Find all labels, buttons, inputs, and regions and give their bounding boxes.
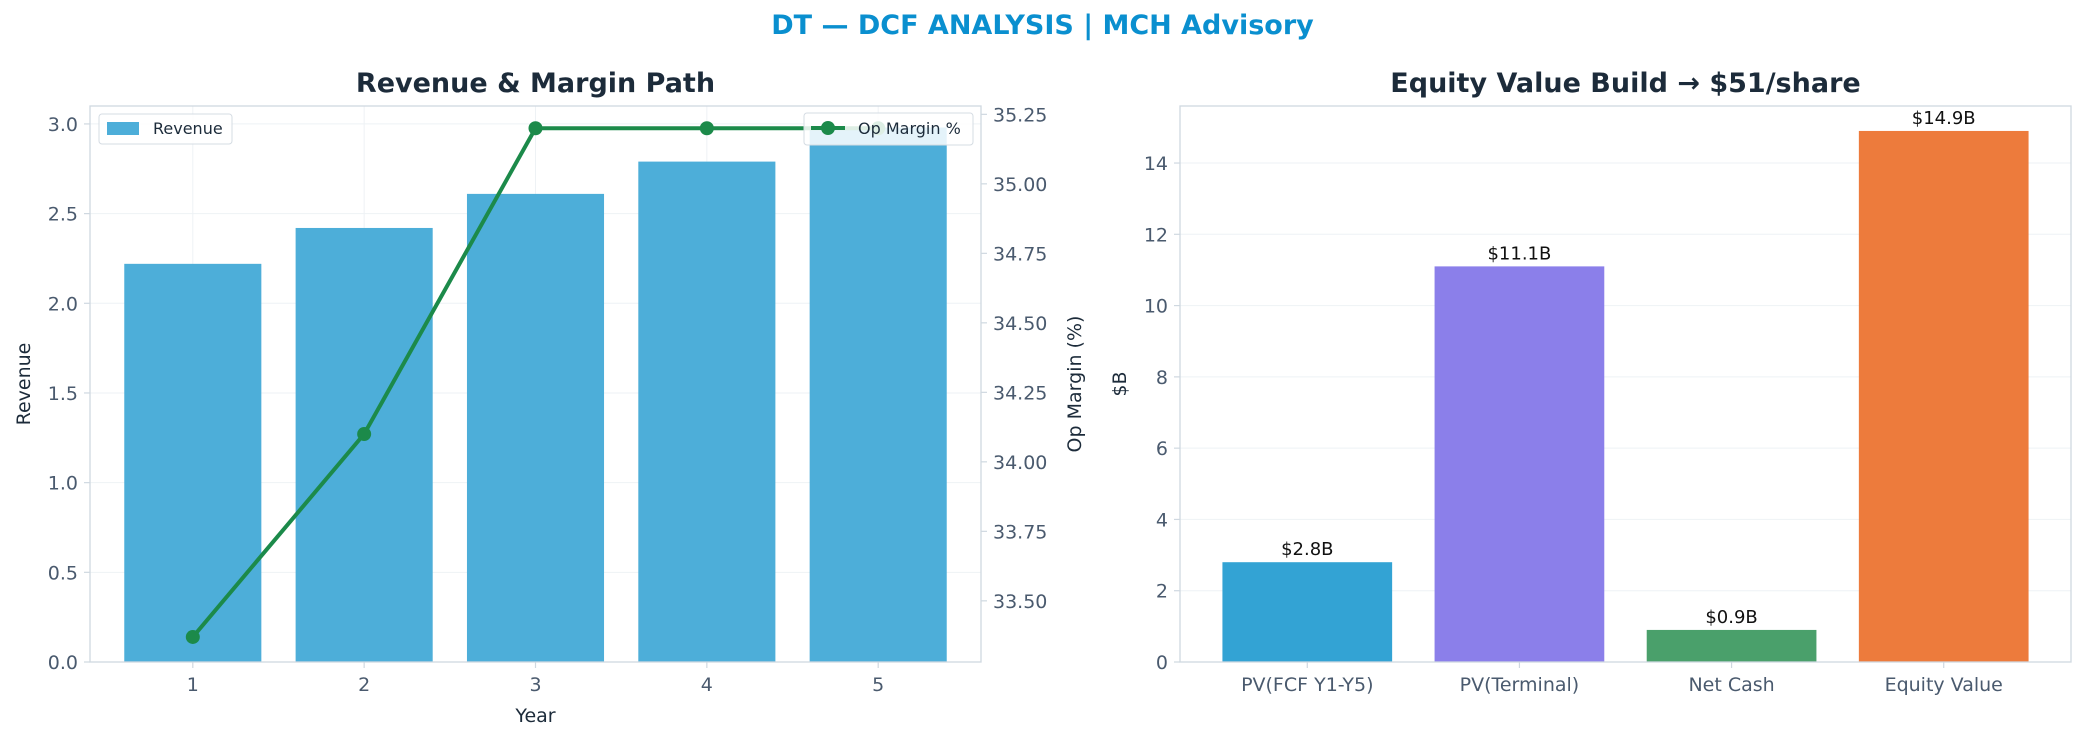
panel-1-ytick-label: 2.0 [48,293,78,315]
panel-2-ytick-label: 2 [1156,581,1168,603]
panel-2-ytick-label: 0 [1156,652,1168,674]
panel-2-xtick-label: Equity Value [1885,674,2003,696]
panel-1-xtick-label: 2 [358,674,370,696]
legend-margin-marker [821,121,835,135]
panel-1-title: Revenue & Margin Path [356,68,715,99]
equity-bar-value-label: $14.9B [1912,108,1976,129]
legend-margin-box [803,112,974,146]
panel-2-title: Equity Value Build → $51/share [1390,68,1860,99]
legend-revenue-label: Revenue [153,119,223,138]
figure-title: DT — DCF ANALYSIS | MCH Advisory [771,10,1314,41]
panel-2-frame [1179,105,2072,663]
op-margin-point [699,121,714,136]
panel-1-xlabel: Year [514,705,555,727]
panel-2-ytick-label: 14 [1144,153,1168,175]
equity-bar-value-label: $2.8B [1281,539,1333,560]
panel-2-ytick-label: 10 [1144,296,1168,318]
panel-2-xtick-label: PV(Terminal) [1460,674,1580,696]
legend-revenue-swatch [107,122,139,135]
panel-2-ytick-label: 12 [1144,224,1168,246]
equity-bar-value-label: $11.1B [1487,243,1551,264]
panel-2-xtick-label: PV(FCF Y1-Y5) [1241,674,1373,696]
revenue-bar [295,227,433,662]
panel-1-xtick-label: 5 [872,674,884,696]
panel-2-ylabel: $B [1109,371,1131,396]
panel-1-y2tick-label: 34.50 [993,313,1047,335]
panel-2-ytick-label: 6 [1156,438,1168,460]
revenue-bar [638,161,776,662]
panel-2-ytick-label: 8 [1156,367,1168,389]
panel-1-ytick-label: 0.5 [48,562,78,584]
panel-2-ytick-label: 4 [1156,509,1168,531]
panel-1-y2tick-label: 34.75 [993,243,1047,265]
panel-1-y2tick-label: 33.50 [993,591,1047,613]
equity-bar [1646,629,1817,662]
equity-bar [1858,130,2029,662]
panel-1-y2tick-label: 34.00 [993,452,1047,474]
panel-1-ytick-label: 1.0 [48,473,78,495]
legend-revenue-box [98,113,233,145]
legend-margin-label: Op Margin % [858,119,961,138]
panel-1-y2tick-label: 34.25 [993,382,1047,404]
panel-1-y2tick-label: 33.75 [993,521,1047,543]
panel-1-ytick-label: 1.5 [48,383,78,405]
panel-1-y2tick-label: 35.00 [993,174,1047,196]
op-margin-point [357,427,372,442]
equity-bar [1434,266,1605,662]
panel-1-ytick-label: 0.0 [48,652,78,674]
panel-1-xtick-label: 1 [187,674,199,696]
panel-2-xtick-label: Net Cash [1688,674,1774,696]
revenue-bar [124,263,262,662]
op-margin-point [185,629,200,644]
revenue-bar [809,127,947,662]
panel-1-y2tick-label: 35.25 [993,104,1047,126]
panel-1-xtick-label: 4 [701,674,713,696]
equity-bar [1222,562,1393,662]
revenue-bar [466,193,605,663]
panel-1-xtick-label: 3 [529,674,541,696]
panel-1-ylabel: Revenue [13,343,35,426]
panel-1-y2label: Op Margin (%) [1064,316,1086,453]
panel-1-ytick-label: 2.5 [48,204,78,226]
op-margin-point [528,121,543,136]
equity-bar-value-label: $0.9B [1705,607,1757,628]
panel-1-ytick-label: 3.0 [48,114,78,136]
